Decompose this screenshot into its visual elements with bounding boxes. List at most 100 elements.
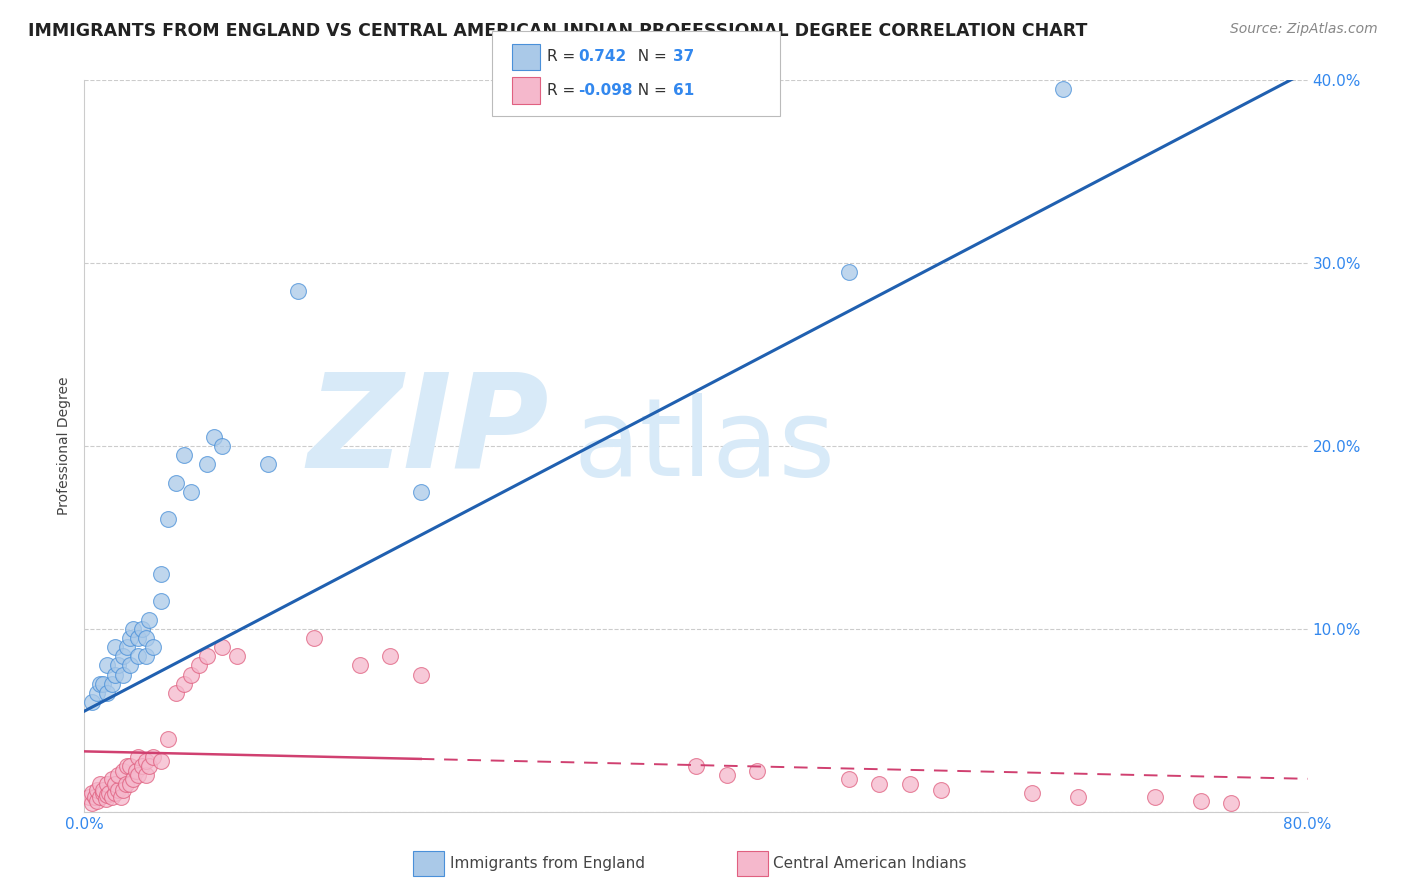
Point xyxy=(131,759,153,773)
Point xyxy=(149,594,172,608)
Point xyxy=(120,631,142,645)
Text: N =: N = xyxy=(628,49,672,64)
Text: N =: N = xyxy=(628,83,672,98)
Text: IMMIGRANTS FROM ENGLAND VS CENTRAL AMERICAN INDIAN PROFESSIONAL DEGREE CORRELATI: IMMIGRANTS FROM ENGLAND VS CENTRAL AMERI… xyxy=(28,22,1087,40)
Point xyxy=(91,782,114,797)
Point xyxy=(149,567,172,582)
Point xyxy=(226,649,249,664)
Point xyxy=(96,686,118,700)
Point xyxy=(101,676,124,690)
Point xyxy=(1143,790,1166,805)
Point xyxy=(86,686,108,700)
Y-axis label: Professional Degree: Professional Degree xyxy=(58,376,72,516)
Point xyxy=(302,631,325,645)
Point xyxy=(96,658,118,673)
Point xyxy=(104,787,127,801)
Point xyxy=(180,484,202,499)
Text: atlas: atlas xyxy=(574,393,835,499)
Point xyxy=(1021,787,1043,801)
Point xyxy=(89,676,111,690)
Point xyxy=(91,676,114,690)
Point xyxy=(125,764,148,779)
Point xyxy=(1067,790,1090,805)
Point xyxy=(80,695,103,709)
Point xyxy=(107,658,129,673)
Point xyxy=(80,787,103,801)
Point xyxy=(869,777,891,791)
Point xyxy=(111,782,134,797)
Point xyxy=(1052,82,1074,96)
Point xyxy=(211,439,233,453)
Point xyxy=(287,284,309,298)
Point xyxy=(107,768,129,782)
Text: Immigrants from England: Immigrants from England xyxy=(450,856,645,871)
Point xyxy=(89,777,111,791)
Point xyxy=(86,782,108,797)
Point xyxy=(122,772,145,786)
Point xyxy=(131,622,153,636)
Point xyxy=(101,772,124,786)
Point xyxy=(380,649,402,664)
Point xyxy=(120,777,142,791)
Point xyxy=(157,731,180,746)
Point xyxy=(84,790,107,805)
Point xyxy=(107,782,129,797)
Point xyxy=(838,265,860,279)
Point xyxy=(173,448,195,462)
Text: Central American Indians: Central American Indians xyxy=(773,856,967,871)
Point xyxy=(115,759,138,773)
Point xyxy=(157,512,180,526)
Text: ZIP: ZIP xyxy=(308,368,550,495)
Point xyxy=(898,777,921,791)
Point xyxy=(89,790,111,805)
Point xyxy=(111,667,134,681)
Point xyxy=(120,658,142,673)
Point xyxy=(127,749,149,764)
Point xyxy=(685,759,707,773)
Point xyxy=(142,640,165,655)
Point xyxy=(115,640,138,655)
Text: 0.742: 0.742 xyxy=(578,49,626,64)
Point xyxy=(127,649,149,664)
Point xyxy=(1189,794,1212,808)
Text: Source: ZipAtlas.com: Source: ZipAtlas.com xyxy=(1230,22,1378,37)
Point xyxy=(180,667,202,681)
Point xyxy=(138,613,160,627)
Point xyxy=(195,649,218,664)
Text: 37: 37 xyxy=(673,49,695,64)
Point xyxy=(104,640,127,655)
Text: -0.098: -0.098 xyxy=(578,83,633,98)
Point xyxy=(111,764,134,779)
Point xyxy=(120,759,142,773)
Point xyxy=(138,759,160,773)
Text: 61: 61 xyxy=(673,83,695,98)
Point xyxy=(409,484,432,499)
Point xyxy=(257,458,280,472)
Point xyxy=(94,792,117,806)
Point xyxy=(1220,796,1243,810)
Point xyxy=(211,640,233,655)
Point xyxy=(127,768,149,782)
Point xyxy=(165,686,187,700)
Point xyxy=(96,789,118,803)
Point xyxy=(142,749,165,764)
Point xyxy=(929,782,952,797)
Point xyxy=(86,794,108,808)
Point xyxy=(149,754,172,768)
Point xyxy=(110,790,132,805)
Point xyxy=(716,768,738,782)
Point xyxy=(135,649,157,664)
Point xyxy=(188,658,211,673)
Point xyxy=(91,787,114,801)
Point xyxy=(173,676,195,690)
Point xyxy=(101,790,124,805)
Point xyxy=(104,667,127,681)
Point xyxy=(135,768,157,782)
Point xyxy=(80,796,103,810)
Text: R =: R = xyxy=(547,49,581,64)
Point xyxy=(838,772,860,786)
Point xyxy=(114,777,136,791)
Point xyxy=(97,787,120,801)
Point xyxy=(135,631,157,645)
Point xyxy=(111,649,134,664)
